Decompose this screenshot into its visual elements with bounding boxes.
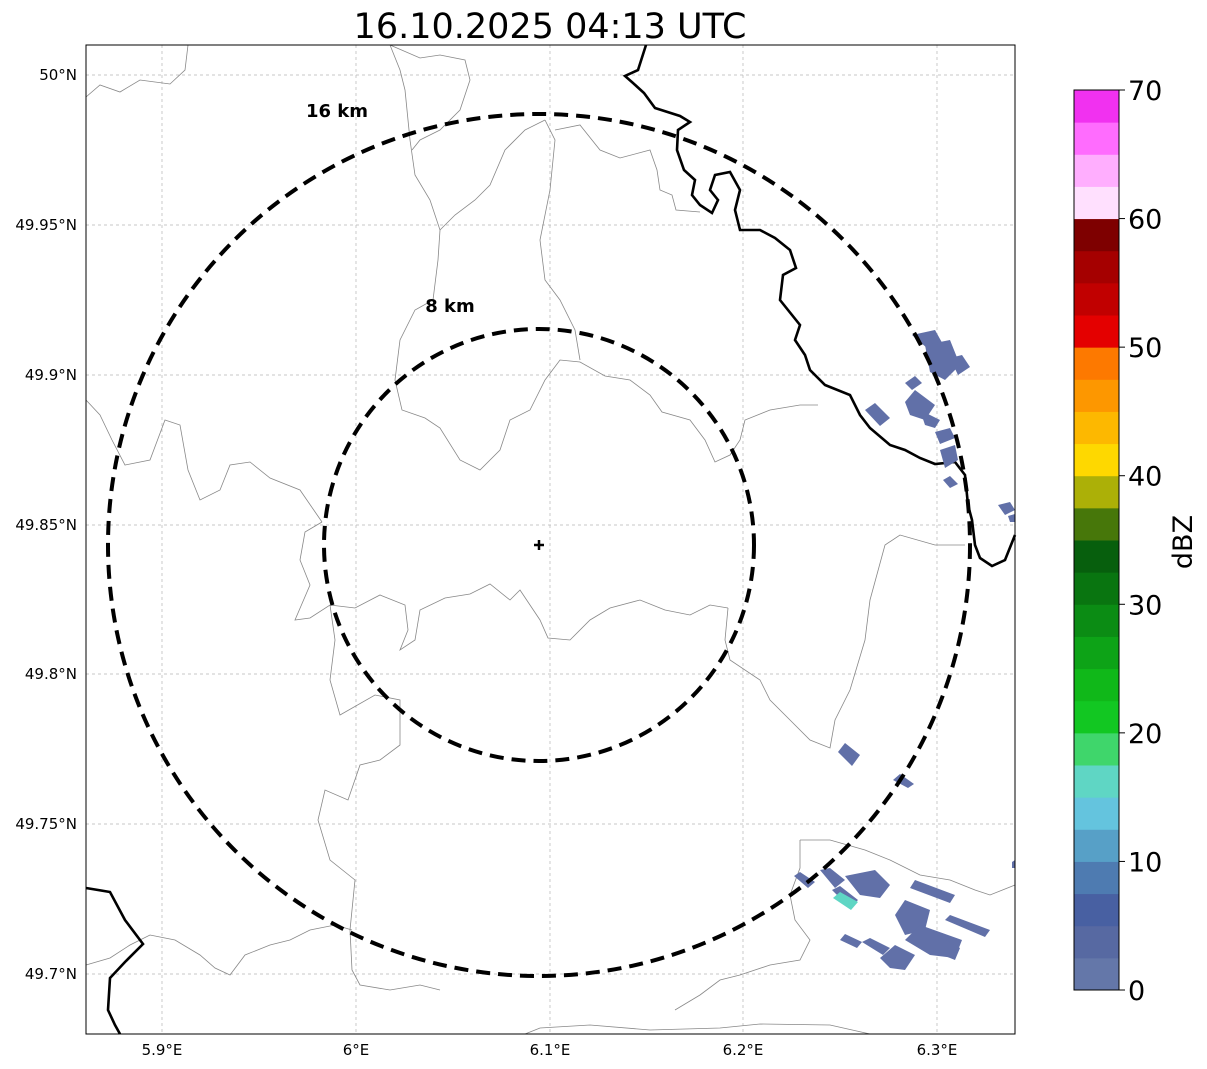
map-title: 16.10.2025 04:13 UTC xyxy=(354,7,747,47)
colorbar-tick-label: 30 xyxy=(1128,590,1162,621)
lon-tick-label: 6.3°E xyxy=(917,1041,958,1059)
admin-boundaries xyxy=(85,44,1016,1035)
colorbar-step xyxy=(1074,250,1119,284)
colorbar-tick-label: 50 xyxy=(1128,333,1162,364)
lon-tick-label: 6.2°E xyxy=(723,1041,764,1059)
colorbar-step xyxy=(1074,925,1119,959)
gridlines xyxy=(86,45,1015,1034)
colorbar-frame xyxy=(1073,89,1120,991)
colorbar-tick-label: 10 xyxy=(1128,847,1162,878)
colorbar-step xyxy=(1074,668,1119,702)
lat-tick-label: 49.7°N xyxy=(25,965,77,983)
lat-tick-label: 49.75°N xyxy=(15,815,77,833)
colorbar: 0 10 20 30 40 50 60 70 dBZ xyxy=(1073,76,1199,1007)
colorbar-step xyxy=(1074,122,1119,155)
echo-cluster-south-east xyxy=(794,868,990,970)
colorbar-ticks: 0 10 20 30 40 50 60 70 xyxy=(1119,76,1162,1007)
map-panel: 16 km 8 km xyxy=(85,44,1017,1035)
colorbar-step xyxy=(1074,829,1119,862)
range-ring-16km xyxy=(106,112,972,978)
colorbar-step xyxy=(1074,861,1119,895)
colorbar-step xyxy=(1074,186,1119,220)
range-ring-label-16km: 16 km xyxy=(306,101,368,122)
colorbar-step xyxy=(1074,379,1119,412)
colorbar-step xyxy=(1074,893,1119,927)
colorbar-step xyxy=(1074,411,1119,445)
map-frame xyxy=(85,44,1016,1035)
colorbar-step xyxy=(1074,957,1119,991)
longitude-tick-labels: 5.9°E 6°E 6.1°E 6.2°E 6.3°E xyxy=(142,1041,958,1059)
colorbar-tick-label: 40 xyxy=(1128,462,1162,493)
echo-cluster-east xyxy=(838,743,1015,868)
colorbar-step xyxy=(1074,732,1119,766)
colorbar-tick-label: 60 xyxy=(1128,205,1162,236)
colorbar-tick-label: 70 xyxy=(1128,76,1162,107)
colorbar-step xyxy=(1074,700,1119,734)
echo-cluster-north-east xyxy=(865,330,1015,522)
latitude-tick-labels: 50°N 49.95°N 49.9°N 49.85°N 49.8°N 49.75… xyxy=(15,66,77,983)
colorbar-step xyxy=(1074,347,1119,380)
colorbar-step xyxy=(1074,540,1119,573)
colorbar-step xyxy=(1074,797,1119,830)
colorbar-step xyxy=(1074,90,1119,123)
map-background xyxy=(86,45,1015,1034)
colorbar-step xyxy=(1074,507,1119,541)
reflectivity-echoes xyxy=(794,330,1015,970)
range-ring-label-8km: 8 km xyxy=(425,296,475,317)
range-rings xyxy=(106,112,972,978)
colorbar-tick-label: 20 xyxy=(1128,719,1162,750)
colorbar-step xyxy=(1074,765,1119,798)
country-borders xyxy=(85,44,1017,1035)
colorbar-tick-label: 0 xyxy=(1128,976,1145,1007)
lat-tick-label: 49.8°N xyxy=(25,665,77,683)
colorbar-label: dBZ xyxy=(1168,515,1199,569)
lon-tick-label: 6.1°E xyxy=(530,1041,571,1059)
colorbar-step xyxy=(1074,636,1119,670)
colorbar-steps xyxy=(1074,90,1119,991)
colorbar-step xyxy=(1074,315,1119,348)
lat-tick-label: 50°N xyxy=(39,66,77,84)
range-ring-8km xyxy=(322,327,756,763)
lon-tick-label: 5.9°E xyxy=(142,1041,183,1059)
lat-tick-label: 49.85°N xyxy=(15,516,77,534)
lat-tick-label: 49.95°N xyxy=(15,216,77,234)
colorbar-step xyxy=(1074,572,1119,605)
colorbar-step xyxy=(1074,475,1119,509)
echo-light-cell xyxy=(833,892,858,910)
colorbar-step xyxy=(1074,443,1119,477)
lon-tick-label: 6°E xyxy=(343,1041,370,1059)
colorbar-step xyxy=(1074,282,1119,316)
lat-tick-label: 49.9°N xyxy=(25,366,77,384)
colorbar-step xyxy=(1074,154,1119,187)
colorbar-step xyxy=(1074,604,1119,637)
colorbar-step xyxy=(1074,218,1119,252)
plus-icon xyxy=(534,540,544,550)
